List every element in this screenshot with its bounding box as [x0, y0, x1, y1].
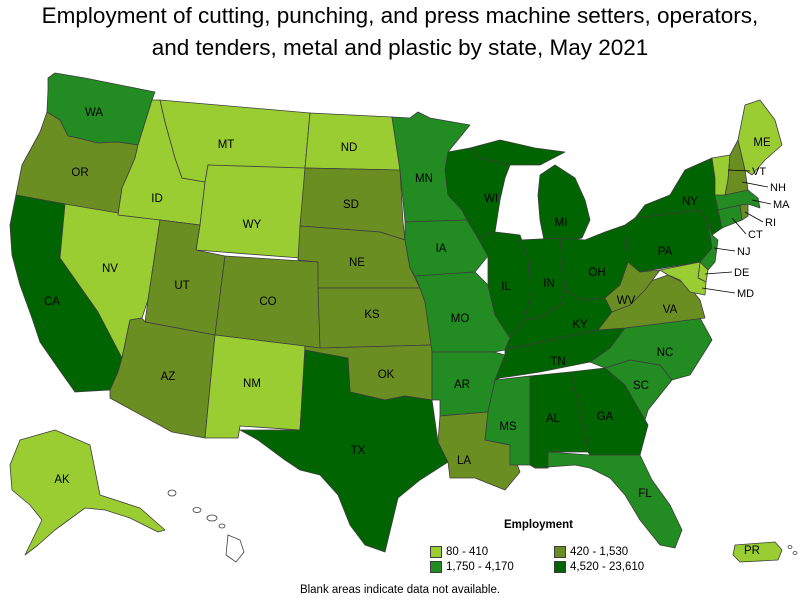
state-label-MT: MT: [218, 139, 235, 151]
leader-line-DE: [704, 271, 733, 275]
leader-line-MA: [751, 199, 772, 205]
hawaii-islands: [167, 489, 245, 563]
legend-title: Employment: [504, 519, 574, 531]
state-TX[interactable]: [239, 349, 449, 553]
state-FL[interactable]: [534, 451, 683, 549]
state-label-NC: NC: [657, 347, 674, 359]
legend-item-4: 4,520 - 23,610: [554, 561, 644, 573]
legend-swatch-2: [554, 546, 566, 558]
state-label-AK: AK: [54, 474, 70, 486]
state-label-VT: VT: [752, 166, 766, 178]
state-label-TX: TX: [351, 445, 366, 457]
legend-swatch-1: [430, 546, 442, 558]
leader-line-NH: [741, 181, 769, 188]
state-label-ME: ME: [753, 137, 771, 149]
legend-label-4: 4,520 - 23,610: [570, 561, 645, 573]
state-label-TN: TN: [550, 356, 565, 368]
state-MI-lower[interactable]: [537, 164, 591, 246]
state-label-MO: MO: [451, 313, 470, 325]
state-label-SD: SD: [343, 199, 359, 211]
state-label-KS: KS: [364, 309, 380, 321]
state-label-IA: IA: [436, 243, 447, 255]
state-WY[interactable]: [195, 164, 306, 259]
state-label-FL: FL: [638, 488, 652, 500]
state-label-GA: GA: [597, 411, 614, 423]
state-label-AZ: AZ: [161, 371, 176, 383]
state-label-WI: WI: [484, 193, 498, 205]
state-label-MD: MD: [737, 288, 754, 300]
map-title: Employment of cutting, punching, and pre…: [0, 0, 800, 64]
state-label-OR: OR: [71, 167, 88, 179]
map-title-line-1: Employment of cutting, punching, and pre…: [41, 3, 759, 28]
state-label-PR: PR: [744, 545, 760, 557]
leader-line-CT: [731, 217, 747, 235]
state-label-NV: NV: [102, 263, 118, 275]
state-label-NJ: NJ: [737, 246, 750, 258]
leader-line-MD: [701, 287, 736, 294]
state-MI[interactable]: [469, 139, 566, 166]
leader-line-VT: [727, 169, 751, 172]
legend-swatch-4: [554, 561, 566, 573]
state-AK[interactable]: [9, 429, 166, 556]
state-label-OK: OK: [378, 369, 395, 381]
state-ME[interactable]: [737, 99, 783, 176]
state-PR[interactable]: [732, 541, 783, 563]
state-label-AR: AR: [454, 379, 470, 391]
state-label-WV: WV: [617, 295, 636, 307]
legend-item-1: 80 - 410: [430, 546, 488, 558]
state-label-NY: NY: [682, 196, 698, 208]
state-labels: WA OR CA NV ID MT WY UT AZ CO NM ND SD NE KS OK TX MN IA MO…: [44, 107, 790, 557]
state-label-IN: IN: [543, 278, 555, 290]
state-NJ[interactable]: [699, 221, 719, 271]
legend-item-3: 1,750 - 4,170: [430, 561, 514, 573]
footnote: Blank areas indicate data not available.: [299, 584, 501, 596]
state-label-AL: AL: [546, 413, 561, 425]
state-label-WA: WA: [85, 107, 103, 119]
state-label-NE: NE: [349, 257, 365, 269]
virgin-islands: [787, 545, 798, 555]
state-label-NH: NH: [770, 182, 786, 194]
state-label-PA: PA: [658, 246, 673, 258]
state-label-IL: IL: [501, 281, 511, 293]
state-label-MA: MA: [773, 199, 790, 211]
state-label-MI: MI: [555, 217, 568, 229]
state-label-OH: OH: [588, 267, 605, 279]
state-label-NM: NM: [243, 378, 261, 390]
legend-item-2: 420 - 1,530: [554, 546, 628, 558]
legend-swatch-3: [430, 561, 442, 573]
legend-label-1: 80 - 410: [446, 546, 489, 558]
state-label-WY: WY: [243, 219, 262, 231]
state-MD[interactable]: [659, 261, 707, 296]
state-label-SC: SC: [633, 380, 649, 392]
state-NC[interactable]: [589, 317, 713, 381]
state-label-UT: UT: [174, 280, 189, 292]
legend-label-3: 1,750 - 4,170: [446, 561, 514, 573]
state-label-ID: ID: [151, 193, 163, 205]
leader-line-NJ: [713, 247, 736, 252]
state-label-CT: CT: [748, 229, 763, 241]
state-leader-lines: [701, 169, 772, 294]
state-label-KY: KY: [572, 319, 588, 331]
state-label-MN: MN: [415, 173, 433, 185]
state-label-DE: DE: [734, 267, 749, 279]
leader-line-RI: [744, 211, 764, 223]
state-label-ND: ND: [341, 142, 358, 154]
legend-label-2: 420 - 1,530: [570, 546, 629, 558]
us-state-map: WA OR CA NV ID MT WY UT AZ CO NM ND SD NE KS OK TX MN IA MO…: [9, 72, 798, 563]
state-label-MS: MS: [499, 421, 517, 433]
state-label-VA: VA: [663, 304, 678, 316]
state-label-CO: CO: [259, 296, 276, 308]
state-label-RI: RI: [765, 217, 776, 229]
state-label-LA: LA: [457, 455, 471, 467]
map-title-line-2: and tenders, metal and plastic by state,…: [151, 35, 649, 60]
state-label-CA: CA: [44, 296, 60, 308]
